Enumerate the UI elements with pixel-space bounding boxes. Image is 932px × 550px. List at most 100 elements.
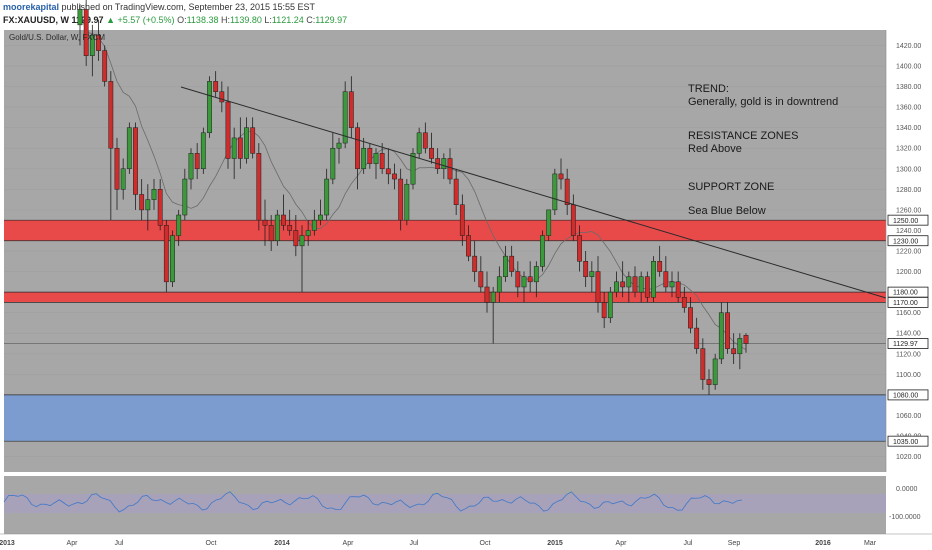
candle-up	[182, 178, 188, 216]
candle-down	[219, 91, 225, 103]
candle-down	[83, 9, 89, 56]
price-label-box	[887, 435, 929, 447]
candle-down	[688, 307, 693, 329]
candle-down	[355, 127, 360, 170]
symbol-label[interactable]: FX:XAUUSD, W	[3, 15, 69, 25]
candle-down	[681, 297, 687, 308]
candle-down	[601, 302, 607, 319]
price-label-box	[887, 235, 929, 247]
zone-resistance-upper	[4, 220, 886, 241]
price-tick: 1120.00	[896, 351, 921, 358]
chart-header: moorekapital published on TradingView.co…	[0, 0, 932, 30]
candle-down	[447, 158, 453, 180]
annotation-support-text: Sea Blue Below	[688, 205, 766, 217]
candle-down	[515, 271, 521, 288]
candle-up	[126, 127, 132, 170]
candle-down	[392, 173, 397, 180]
candle-down	[725, 312, 730, 349]
time-tick: Oct	[206, 540, 217, 547]
price-tick: 1420.00	[896, 43, 921, 50]
time-tick: Apr	[616, 540, 628, 547]
candle-down	[379, 153, 385, 170]
candle-up	[151, 189, 157, 200]
candle-up	[416, 132, 422, 154]
candle-down	[367, 147, 373, 164]
candle-down	[102, 50, 108, 82]
rsi-tick-top: 0.0000	[896, 486, 918, 493]
candle-down	[256, 153, 262, 221]
time-tick: Jul	[115, 540, 124, 547]
candle-down	[133, 127, 138, 195]
candle-down	[281, 214, 286, 226]
time-tick: 2015	[547, 540, 563, 547]
candle-down	[700, 348, 706, 380]
time-axis-labels: 2013 Apr Jul Oct 2014 Apr Jul Oct 2015 Apr Jul Sep 2…	[0, 540, 877, 547]
candle-down	[743, 335, 749, 344]
candle-down	[422, 132, 428, 149]
candle-down	[731, 348, 737, 355]
candle-down	[694, 327, 700, 349]
candle-up	[318, 214, 323, 221]
candle-up	[342, 91, 348, 144]
author-link[interactable]: moorekapital	[3, 2, 60, 12]
price-label: 1080.00	[893, 393, 918, 400]
ohlc-low-value: 1121.24	[271, 15, 304, 25]
candle-down	[453, 178, 459, 205]
price-tick: 1200.00	[896, 269, 921, 276]
price-label: 1230.00	[893, 238, 918, 245]
candle-up	[503, 255, 508, 277]
candle-up	[521, 276, 527, 288]
price-tick: 1320.00	[896, 146, 921, 153]
candle-up	[188, 153, 194, 180]
candles	[77, 0, 749, 395]
annotation-resistance-title: RESISTANCE ZONES	[688, 130, 798, 142]
separator-band	[4, 472, 932, 476]
candle-down	[213, 81, 219, 92]
candle-down	[108, 81, 114, 149]
zones	[4, 219, 886, 442]
ohlc-close-key: C:	[306, 15, 316, 25]
zone-support	[4, 394, 886, 442]
price-label-box	[887, 338, 929, 349]
price-tick: 1240.00	[896, 228, 921, 235]
candle-down	[472, 255, 478, 272]
candle-up	[404, 183, 410, 221]
candle-down	[398, 178, 404, 221]
candle-up	[120, 168, 126, 190]
candle-up	[712, 358, 718, 385]
price-labels: 1250.00 1230.00 1180.00 1170.00 1129.97 1080.…	[887, 214, 929, 447]
price-tick: 1060.00	[896, 413, 921, 420]
candle-down	[157, 189, 163, 226]
candle-down	[268, 225, 274, 241]
candle-up	[552, 173, 558, 211]
time-tick: Mar	[864, 540, 877, 547]
change-label: +5.57 (+0.5%)	[117, 15, 175, 25]
price-label-box	[887, 296, 929, 308]
candle-down	[250, 127, 256, 154]
candle-up	[299, 235, 305, 247]
price-tick: 1260.00	[896, 207, 921, 214]
candle-up	[373, 153, 379, 164]
candle-up	[441, 158, 447, 170]
candle-down	[478, 271, 484, 288]
price-tick: 1160.00	[896, 310, 921, 317]
rsi-axis-background	[886, 476, 932, 534]
trendline	[180, 86, 887, 299]
candle-down	[663, 271, 669, 288]
time-tick: Apr	[67, 540, 79, 547]
candle-up	[361, 147, 367, 170]
annotation-trend-text: Generally, gold is in downtrend	[688, 96, 838, 108]
candle-up	[540, 235, 545, 267]
time-axis-background	[0, 534, 932, 550]
candle-up	[89, 34, 95, 56]
candle-up	[145, 199, 151, 211]
ohlc-open-key: O:	[177, 15, 187, 25]
candle-down	[644, 276, 650, 298]
time-tick: Jul	[410, 540, 419, 547]
price-tick: 1140.00	[896, 331, 921, 338]
candle-up	[77, 9, 83, 26]
price-label: 1250.00	[893, 218, 918, 225]
candle-down	[293, 230, 299, 247]
price-tick: 1340.00	[896, 125, 921, 132]
